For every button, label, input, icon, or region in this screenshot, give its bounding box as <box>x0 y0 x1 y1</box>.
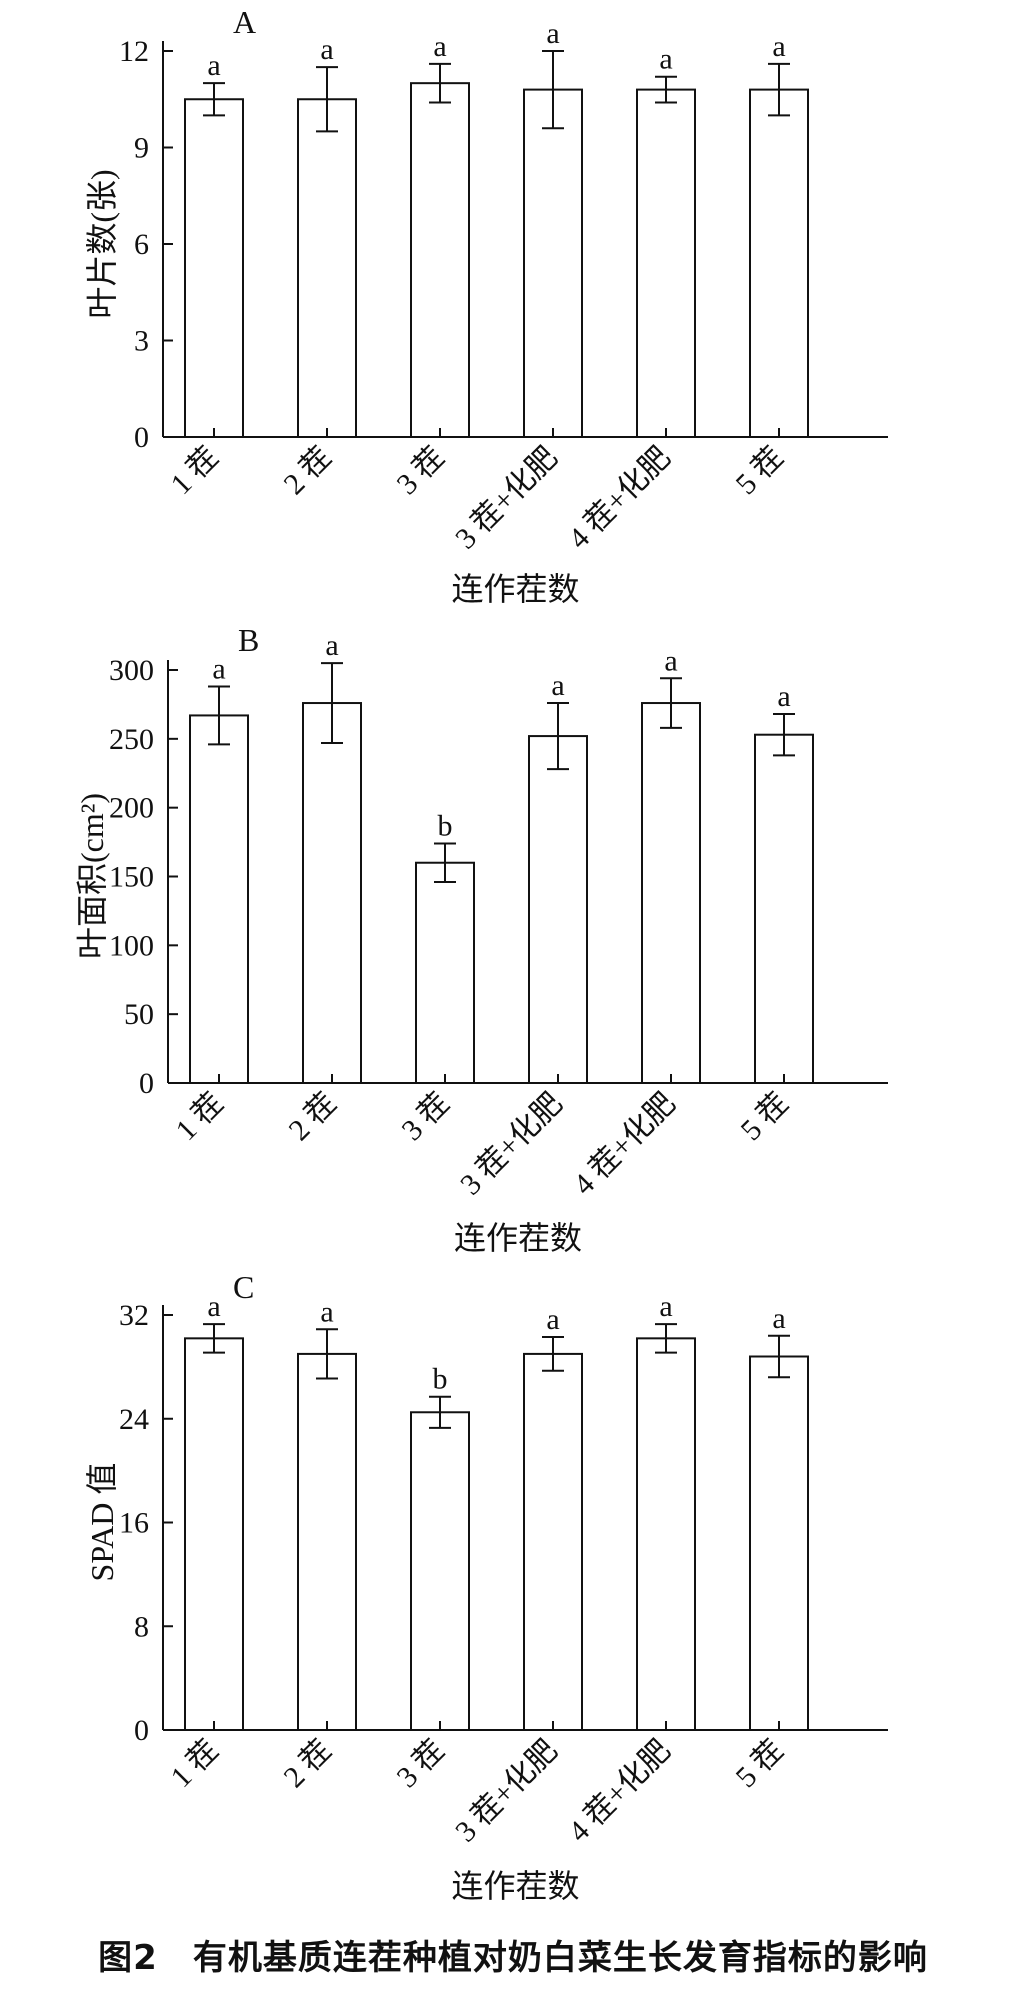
significance-letter: a <box>325 629 338 662</box>
significance-letter: a <box>664 644 677 677</box>
x-tick-label: 3 茬+化肥 <box>449 1734 564 1849</box>
significance-letter: a <box>659 1290 672 1323</box>
significance-letter: a <box>551 669 564 702</box>
y-tick-label: 0 <box>134 421 149 454</box>
bar <box>754 733 814 1084</box>
panel-b: B 0 50 100 150 200 250 300 叶面积(cm²) a 1 茬 a 2 茬 b 3 茬 a… <box>74 622 888 1256</box>
bar <box>528 735 588 1085</box>
y-tick-label: 0 <box>134 1714 149 1747</box>
panel-label: B <box>238 622 259 658</box>
y-axis-label: SPAD 值 <box>84 1463 120 1582</box>
significance-letter: a <box>320 1295 333 1328</box>
y-tick-label: 150 <box>109 861 154 894</box>
x-tick-label: 3 茬 <box>390 441 450 501</box>
y-tick-label: 0 <box>139 1067 154 1100</box>
x-axis-label: 连作茬数 <box>454 1220 582 1256</box>
bar <box>184 1337 244 1731</box>
y-tick-label: 50 <box>124 998 154 1031</box>
bar <box>523 1352 583 1731</box>
figure-caption: 图2 有机基质连茬种植对奶白菜生长发育指标的影响 <box>98 1938 928 1978</box>
significance-letter: b <box>438 809 453 842</box>
x-tick-label: 2 茬 <box>282 1087 342 1147</box>
x-tick-label: 4 茬+化肥 <box>562 1734 677 1849</box>
y-tick-label: 9 <box>134 132 149 165</box>
significance-letter: a <box>772 1302 785 1335</box>
panel-c: C 0 8 16 24 32 SPAD 值 a 1 茬 a 2 茬 b 3 茬 a 3 茬+化肥 a 4 茬+化… <box>84 1269 888 1904</box>
bar <box>297 1352 357 1731</box>
y-tick-label: 200 <box>109 792 154 825</box>
bar <box>184 98 244 438</box>
bar <box>297 98 357 438</box>
x-tick-label: 5 茬 <box>734 1087 794 1147</box>
significance-letter: a <box>207 1290 220 1323</box>
x-tick-label: 2 茬 <box>277 1734 337 1794</box>
significance-letter: a <box>546 17 559 50</box>
y-tick-label: 100 <box>109 929 154 962</box>
y-tick-label: 12 <box>119 35 149 68</box>
x-tick-label: 3 茬 <box>395 1087 455 1147</box>
bar <box>523 88 583 438</box>
bar <box>636 88 696 438</box>
x-tick-label: 5 茬 <box>729 1734 789 1794</box>
x-tick-label: 2 茬 <box>277 441 337 501</box>
significance-letter: a <box>433 30 446 63</box>
bar <box>636 1337 696 1731</box>
significance-letter: a <box>659 43 672 76</box>
y-tick-label: 24 <box>119 1403 149 1436</box>
y-tick-label: 32 <box>119 1299 149 1332</box>
y-tick-label: 16 <box>119 1507 149 1540</box>
bar <box>302 702 362 1084</box>
x-tick-label: 1 茬 <box>164 1734 224 1794</box>
panel-label: C <box>233 1269 254 1305</box>
panel-label: A <box>233 4 256 40</box>
y-tick-label: 250 <box>109 723 154 756</box>
x-tick-label: 3 茬 <box>390 1734 450 1794</box>
panel-a: A 0 3 6 9 12 叶片数(张) a 1 茬 a 2 茬 a 3 茬 a 3 茬+化肥 a 4 茬+化肥 a… <box>84 4 888 607</box>
bar <box>749 1355 809 1731</box>
bar <box>415 861 475 1084</box>
x-tick-label: 1 茬 <box>169 1087 229 1147</box>
significance-letter: a <box>777 680 790 713</box>
significance-letter: a <box>212 653 225 686</box>
y-axis-label: 叶面积(cm²) <box>74 793 110 959</box>
bar <box>749 88 809 438</box>
significance-letter: a <box>207 49 220 82</box>
y-tick-label: 6 <box>134 228 149 261</box>
bar <box>410 82 470 439</box>
x-tick-label: 4 茬+化肥 <box>562 441 677 556</box>
significance-letter: b <box>433 1363 448 1396</box>
y-axis-label: 叶片数(张) <box>84 169 120 318</box>
x-tick-label: 5 茬 <box>729 441 789 501</box>
significance-letter: a <box>772 30 785 63</box>
x-tick-label: 1 茬 <box>164 441 224 501</box>
bar <box>410 1411 470 1731</box>
significance-letter: a <box>320 33 333 66</box>
bar <box>189 714 249 1084</box>
y-tick-label: 8 <box>134 1610 149 1643</box>
y-tick-label: 3 <box>134 325 149 358</box>
significance-letter: a <box>546 1303 559 1336</box>
y-tick-label: 300 <box>109 654 154 687</box>
x-axis-label: 连作茬数 <box>451 571 579 607</box>
x-tick-label: 4 茬+化肥 <box>567 1087 682 1202</box>
x-axis-label: 连作茬数 <box>451 1868 579 1904</box>
x-tick-label: 3 茬+化肥 <box>454 1087 569 1202</box>
x-tick-label: 3 茬+化肥 <box>449 441 564 556</box>
bar <box>641 702 701 1084</box>
